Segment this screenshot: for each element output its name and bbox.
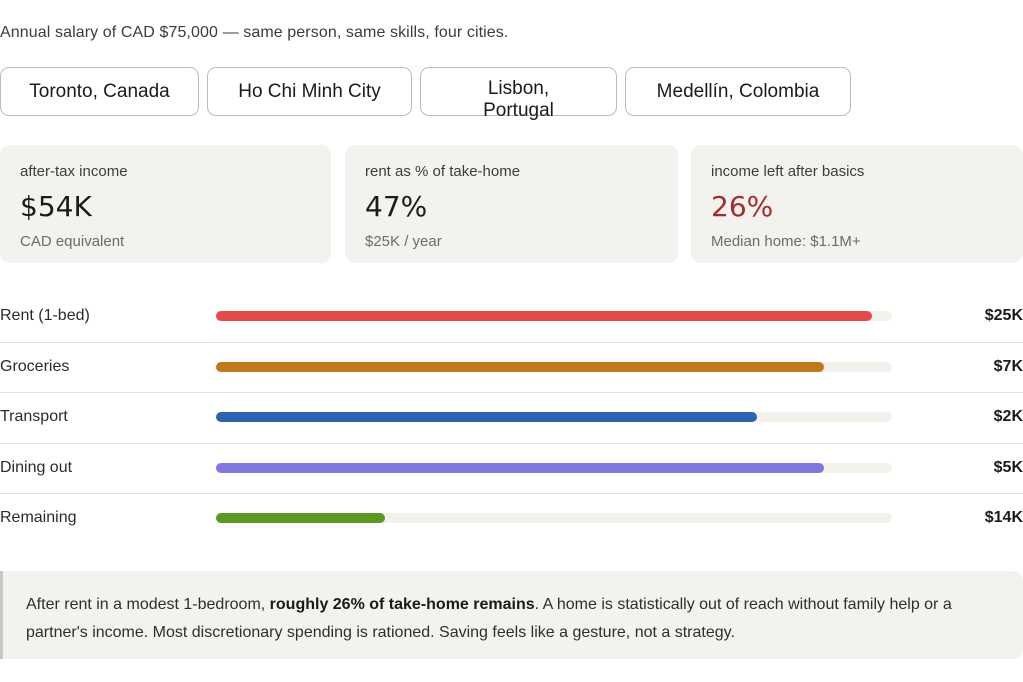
expense-bar-track <box>216 311 892 321</box>
expense-value: $5K <box>993 458 1023 476</box>
expense-label: Groceries <box>0 357 70 375</box>
expense-bar-track <box>216 462 892 473</box>
expense-row-rent: Rent (1-bed) $25K <box>0 292 1023 343</box>
expense-row-groceries: Groceries $7K <box>0 343 1023 394</box>
expense-value: $2K <box>993 408 1023 426</box>
expense-bar-fill <box>216 361 825 372</box>
stat-value: 26% <box>711 190 774 223</box>
expense-bar-track <box>216 361 892 372</box>
stat-card-after-tax-income: after-tax income $54K CAD equivalent <box>0 145 331 263</box>
expense-bar-track <box>216 412 892 423</box>
expense-bar-fill <box>216 412 757 423</box>
stat-value: $54K <box>20 190 92 223</box>
expense-label: Rent (1-bed) <box>0 307 90 324</box>
expense-label: Transport <box>0 408 68 426</box>
expense-bar-track <box>216 513 892 524</box>
stat-subtext: CAD equivalent <box>20 233 125 250</box>
city-tab-lisbon-label: Lisbon, Portugal <box>483 78 554 121</box>
expense-value: $7K <box>993 357 1023 375</box>
intro-text: Annual salary of CAD $75,000 — same pers… <box>0 24 509 41</box>
summary-callout: After rent in a modest 1-bedroom, roughl… <box>0 571 1023 659</box>
stat-label: income left after basics <box>711 163 865 180</box>
expense-bar-fill <box>216 513 385 524</box>
expense-value: $14K <box>984 509 1023 527</box>
expense-row-dining-out: Dining out $5K <box>0 444 1023 495</box>
stat-label: after-tax income <box>20 163 128 180</box>
expense-bar-fill <box>216 462 825 473</box>
city-tab-lisbon[interactable]: Lisbon, Portugal <box>420 67 617 121</box>
expense-label: Remaining <box>0 509 77 527</box>
expense-bar-fill <box>216 311 872 321</box>
expense-row-transport: Transport $2K <box>0 393 1023 444</box>
stat-value: 47% <box>365 190 428 223</box>
expense-label: Dining out <box>0 458 73 476</box>
expense-row-remaining: Remaining $14K <box>0 494 1023 545</box>
stat-subtext: Median home: $1.1M+ <box>711 233 861 250</box>
city-tab-ho-chi-minh-city[interactable]: Ho Chi Minh City <box>207 67 412 116</box>
stat-card-income-left: income left after basics 26% Median home… <box>691 145 1023 263</box>
expense-value: $25K <box>984 307 1023 324</box>
city-tab-medellin[interactable]: Medellín, Colombia <box>625 67 851 116</box>
stat-card-rent-share: rent as % of take-home 47% $25K / year <box>345 145 678 263</box>
stat-cards: after-tax income $54K CAD equivalent ren… <box>0 145 1023 263</box>
summary-text-after: . A home is statistically out of reach w… <box>26 596 952 641</box>
city-tab-toronto[interactable]: Toronto, Canada <box>0 67 199 116</box>
stat-subtext: $25K / year <box>365 233 442 250</box>
summary-text-before: After rent in a modest 1-bedroom, <box>26 596 270 613</box>
stat-label: rent as % of take-home <box>365 163 521 180</box>
summary-text-bold: roughly 26% of take-home remains <box>269 596 535 613</box>
expense-breakdown: Rent (1-bed) $25K Groceries $7K Transpor… <box>0 292 1023 545</box>
